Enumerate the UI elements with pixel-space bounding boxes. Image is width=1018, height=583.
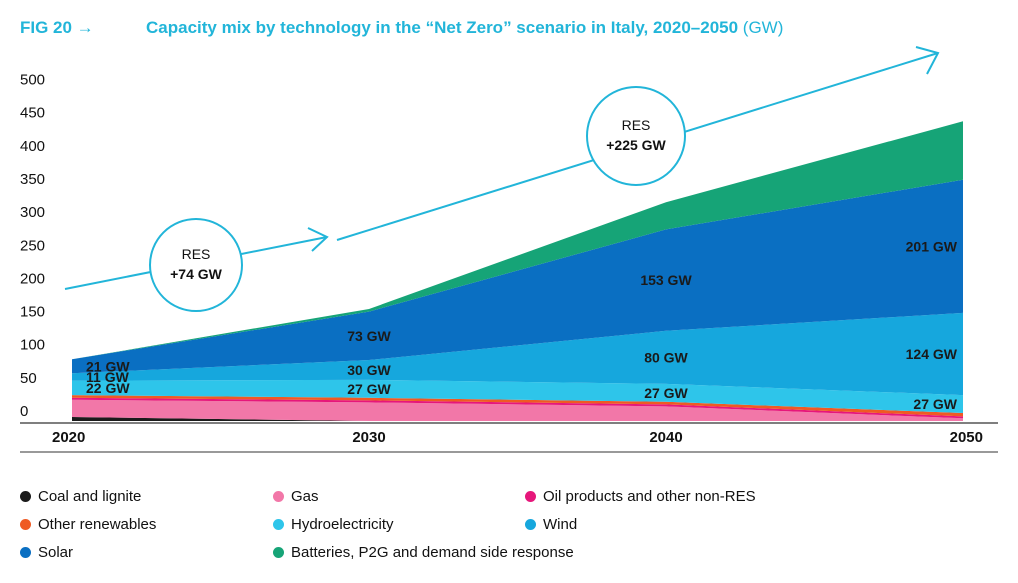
data-label: 22 GW bbox=[86, 380, 130, 396]
chart-title: Capacity mix by technology in the “Net Z… bbox=[146, 18, 783, 38]
data-label: 30 GW bbox=[347, 362, 391, 378]
legend-item-gas: Gas bbox=[273, 488, 319, 505]
legend-item-coal-and-lignite: Coal and lignite bbox=[20, 488, 141, 505]
y-tick-label: 150 bbox=[20, 304, 45, 321]
legend-swatch bbox=[273, 547, 284, 558]
legend-item-oil-products-and-other-non-res: Oil products and other non-RES bbox=[525, 488, 756, 505]
res-annotation-value: +225 GW bbox=[606, 137, 666, 153]
area-hydroelectricity bbox=[72, 379, 963, 413]
res-annotation-circle bbox=[586, 86, 686, 186]
y-tick-label: 250 bbox=[20, 237, 45, 254]
chart-title-unit: (GW) bbox=[742, 18, 784, 37]
y-tick-label: 100 bbox=[20, 337, 45, 354]
data-label: 27 GW bbox=[347, 381, 391, 397]
legend-swatch bbox=[273, 491, 284, 502]
data-label: 80 GW bbox=[644, 349, 688, 365]
area-solar bbox=[72, 179, 963, 374]
res-annotation-circle bbox=[149, 218, 243, 312]
x-tick-label: 2040 bbox=[649, 429, 682, 446]
legend-label: Oil products and other non-RES bbox=[543, 488, 756, 505]
legend-swatch bbox=[273, 519, 284, 530]
legend-label: Wind bbox=[543, 516, 578, 533]
legend-label: Other renewables bbox=[38, 516, 157, 533]
data-label: 27 GW bbox=[644, 385, 688, 401]
figure-label: FIG 20 → bbox=[20, 18, 94, 37]
legend-label: Coal and lignite bbox=[38, 488, 142, 505]
res-annotation-value: +74 GW bbox=[170, 266, 223, 282]
data-label: 153 GW bbox=[640, 272, 692, 288]
legend-item-batteries-p2g-and-demand-side-response: Batteries, P2G and demand side response bbox=[273, 544, 574, 561]
y-tick-label: 50 bbox=[20, 370, 37, 387]
x-tick-label: 2020 bbox=[52, 429, 85, 446]
legend-item-other-renewables: Other renewables bbox=[20, 516, 156, 533]
res-arrow-head-1 bbox=[307, 227, 329, 252]
x-tick-label: 2050 bbox=[950, 429, 983, 446]
data-label: 73 GW bbox=[347, 328, 391, 344]
legend-item-hydroelectricity: Hydroelectricity bbox=[273, 516, 394, 533]
y-tick-label: 500 bbox=[20, 72, 45, 89]
data-label: 11 GW bbox=[86, 369, 130, 385]
legend-item-solar: Solar bbox=[20, 544, 73, 561]
y-tick-label: 300 bbox=[20, 204, 45, 221]
y-tick-label: 350 bbox=[20, 171, 45, 188]
chart-title-text: Capacity mix by technology in the “Net Z… bbox=[146, 18, 739, 37]
legend-swatch bbox=[525, 519, 536, 530]
legend-label: Gas bbox=[291, 488, 319, 505]
stacked-areas bbox=[72, 121, 963, 421]
legend-label: Hydroelectricity bbox=[291, 516, 394, 533]
res-annotation-label: RES bbox=[182, 246, 211, 262]
legend-swatch bbox=[20, 491, 31, 502]
data-label: 27 GW bbox=[913, 396, 957, 412]
legend-item-wind: Wind bbox=[525, 516, 577, 533]
chart-axes: 0 50 100 150 200 250 300 350 400 450 500 2020 2030 20… bbox=[20, 72, 998, 453]
area-other-renewables bbox=[72, 395, 963, 417]
capacity-mix-area-chart: 0 50 100 150 200 250 300 350 400 450 500 2020 2030 20… bbox=[20, 46, 998, 453]
y-tick-label: 0 bbox=[20, 403, 28, 420]
legend-swatch bbox=[20, 519, 31, 530]
data-label: 201 GW bbox=[906, 238, 958, 254]
y-tick-label: 200 bbox=[20, 270, 45, 287]
area-oil-products-and-other-non-res bbox=[72, 397, 963, 419]
data-label: 124 GW bbox=[906, 346, 958, 362]
y-tick-label: 450 bbox=[20, 105, 45, 122]
area-wind bbox=[72, 312, 963, 396]
legend-swatch bbox=[525, 491, 536, 502]
legend-swatch bbox=[20, 547, 31, 558]
chart-legend: Coal and lignite Gas Oil products and othe… bbox=[20, 488, 1010, 572]
legend-label: Solar bbox=[38, 544, 74, 561]
res-arrow-head-2 bbox=[915, 46, 940, 75]
res-annotation-label: RES bbox=[622, 117, 651, 133]
x-tick-label: 2030 bbox=[352, 429, 385, 446]
res-annotations: RES +74 GW RES +225 GW bbox=[64, 46, 940, 312]
data-label: 21 GW bbox=[86, 358, 130, 374]
y-tick-label: 400 bbox=[20, 138, 45, 155]
area-gas bbox=[72, 399, 963, 421]
legend-label: Batteries, P2G and demand side response bbox=[291, 544, 574, 561]
